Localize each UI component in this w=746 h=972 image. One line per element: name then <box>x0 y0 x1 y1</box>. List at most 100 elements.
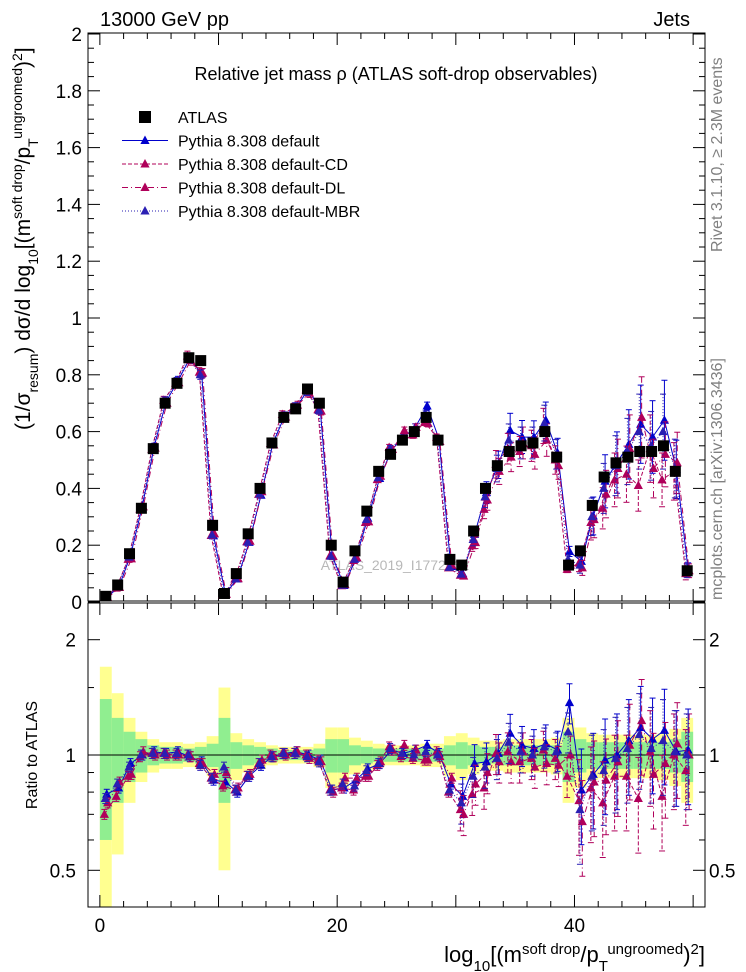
atlas-data-point <box>574 545 586 557</box>
ratio-point-triangle <box>456 797 466 807</box>
ratio-band-inner <box>455 742 468 769</box>
atlas-data-point <box>135 502 147 514</box>
ratio-band-inner <box>574 739 587 773</box>
ratio-point-triangle <box>231 785 241 794</box>
legend-marker-triangle <box>140 182 150 191</box>
data-point-triangle <box>634 426 644 436</box>
atlas-data-point <box>610 457 622 469</box>
ratio-point-triangle <box>587 771 597 780</box>
ratio-point-triangle <box>610 753 621 762</box>
x-axis-label: log10[(msoft drop/pTungroomed)2] <box>444 941 705 972</box>
ratio-point-triangle <box>373 758 383 768</box>
atlas-data-point <box>195 355 207 367</box>
atlas-data-point <box>408 426 420 438</box>
ratio-frame <box>87 602 706 908</box>
y-tick-label: 0.4 <box>56 479 83 500</box>
ratio-band-inner <box>111 717 124 803</box>
atlas-data-point <box>373 465 385 477</box>
atlas-data-point <box>622 451 634 463</box>
ratio-point-triangle <box>609 771 620 780</box>
ratio-point-triangle <box>539 741 549 751</box>
ratio-point-triangle <box>326 785 336 794</box>
ratio-point-triangle <box>468 771 478 780</box>
ratio-point-triangle <box>397 748 407 757</box>
data-point-triangle <box>621 469 632 478</box>
atlas-data-point <box>396 434 408 446</box>
ratio-point-triangle <box>219 762 229 771</box>
atlas-data-point <box>657 440 669 452</box>
ratio-point-triangle <box>672 738 682 748</box>
ratio-band-inner <box>230 742 243 769</box>
data-point-triangle <box>648 463 659 473</box>
ratio-point-triangle <box>409 750 419 759</box>
ratio-point-triangle <box>136 750 146 759</box>
ratio-series-4 <box>100 693 692 865</box>
atlas-series <box>100 352 693 601</box>
ratio-point-triangle <box>266 751 277 761</box>
legend-entry: ATLAS <box>139 110 228 127</box>
atlas-data-point <box>361 505 373 517</box>
ratio-point-triangle <box>195 760 205 769</box>
legend-label: Pythia 8.308 default-MBR <box>178 204 360 221</box>
ratio-point-triangle <box>480 762 490 771</box>
ratio-band-inner <box>325 739 338 773</box>
ratio-point-triangle <box>218 780 228 790</box>
atlas-data-point <box>337 576 349 588</box>
atlas-data-point <box>551 451 563 463</box>
atlas-data-point <box>420 411 432 423</box>
data-point-triangle <box>564 546 575 555</box>
data-point-triangle <box>349 554 360 563</box>
ratio-point-triangle <box>516 746 526 756</box>
ratio-point-triangle <box>278 748 288 757</box>
legend: ATLAS Pythia 8.308 default Pythia 8.308 de… <box>122 110 360 221</box>
data-point-triangle <box>657 474 667 484</box>
ratio-point-triangle <box>479 783 489 792</box>
data-point-triangle <box>637 412 647 421</box>
atlas-data-point <box>242 528 254 540</box>
atlas-data-point <box>325 539 337 551</box>
x-tick-label: 40 <box>564 916 585 937</box>
ratio-point-triangle <box>634 729 644 739</box>
atlas-data-point <box>124 548 136 560</box>
atlas-data-point <box>349 545 361 557</box>
ratio-y-axis-label: Ratio to ATLAS <box>24 701 41 809</box>
main-frame <box>87 32 706 602</box>
mcplots-label: mcplots.cern.ch [arXiv:1306.3436] <box>709 358 726 600</box>
legend-label: Pythia 8.308 default-CD <box>178 157 348 174</box>
ratio-point-triangle <box>254 758 265 768</box>
atlas-data-point <box>313 397 325 409</box>
ratio-point-triangle <box>564 697 575 707</box>
ratio-y-tick-label: 1 <box>65 746 76 767</box>
ratio-point-triangle <box>482 767 492 777</box>
ratio-point-triangle <box>399 740 409 749</box>
atlas-data-point <box>230 568 242 580</box>
atlas-data-point <box>456 559 468 571</box>
legend-marker-triangle <box>140 135 150 144</box>
legend-label: Pythia 8.308 default <box>178 134 320 151</box>
atlas-data-point <box>515 440 527 452</box>
ratio-point-triangle <box>338 779 348 788</box>
ratio-series-2 <box>99 710 691 858</box>
ratio-band-inner <box>337 739 350 773</box>
atlas-data-point <box>147 443 159 455</box>
atlas-data-point <box>207 519 219 531</box>
y-tick-label: 0.6 <box>56 423 82 444</box>
atlas-data-point <box>278 411 290 423</box>
y-tick-label: 0 <box>71 593 82 614</box>
ratio-point-triangle <box>361 765 371 775</box>
ratio-point-triangle <box>621 771 632 780</box>
ratio-point-triangle <box>681 765 691 775</box>
ratio-point-triangle <box>550 753 560 762</box>
data-point-triangle <box>195 369 205 379</box>
ratio-point-triangle <box>670 746 680 756</box>
data-point-triangle <box>326 551 336 560</box>
data-point-triangle <box>504 435 514 444</box>
atlas-data-point <box>385 448 397 460</box>
data-point-triangle <box>659 415 670 424</box>
atlas-data-point <box>586 499 598 511</box>
data-point-triangle <box>444 562 455 571</box>
ratio-point-triangle <box>648 769 659 778</box>
ratio-point-triangle <box>682 750 692 759</box>
ratio-point-triangle <box>562 771 572 780</box>
atlas-data-point <box>646 445 658 457</box>
